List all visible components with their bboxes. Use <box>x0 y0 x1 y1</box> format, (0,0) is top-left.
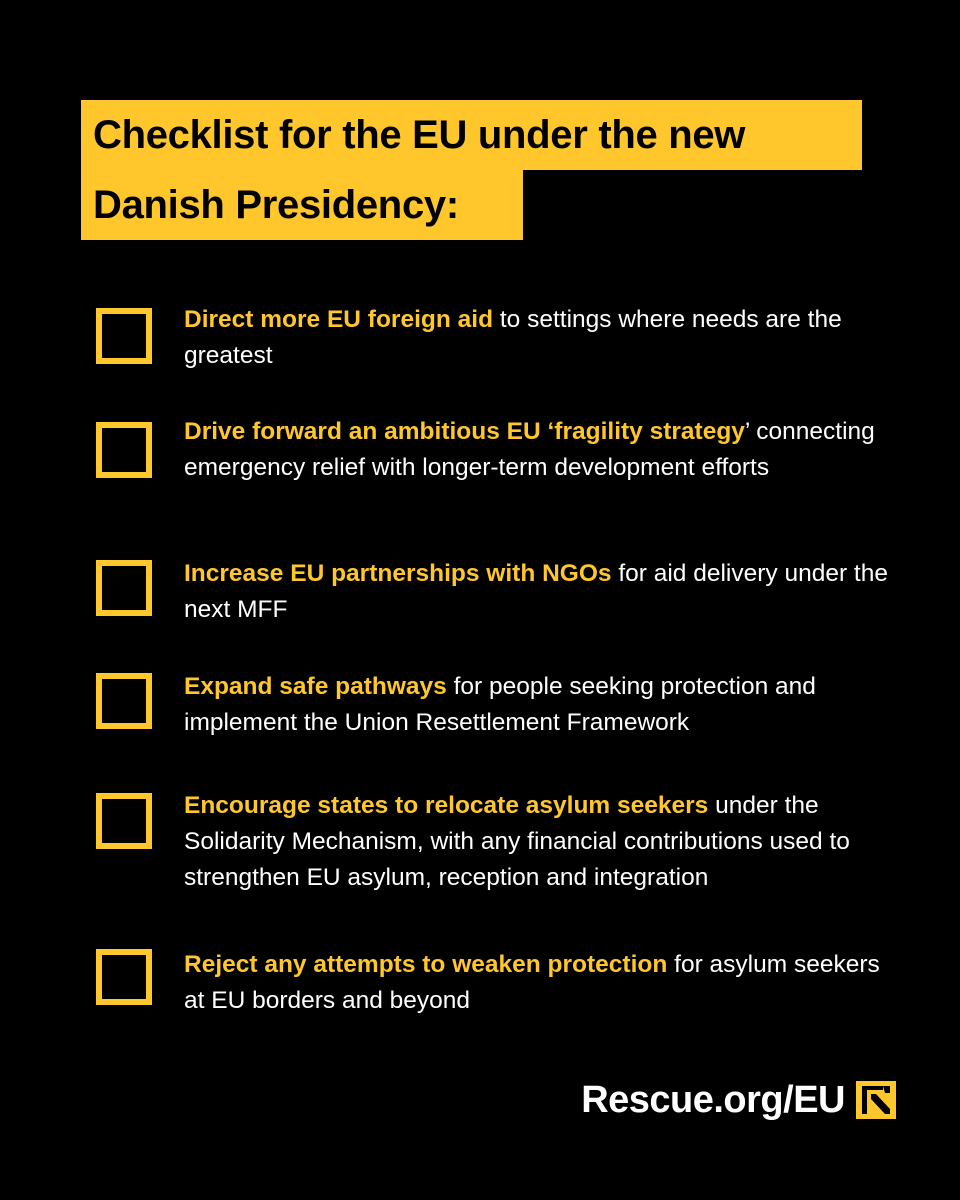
item-bold-text: Encourage states to relocate asylum seek… <box>184 792 709 819</box>
item-text: Increase EU partnerships with NGOs for a… <box>184 556 904 628</box>
item-text: Drive forward an ambitious EU ‘fragility… <box>184 414 904 486</box>
item-body-text: to settings where needs are the greatest <box>184 306 842 369</box>
item-body-text: ’ connecting emergency relief with longe… <box>184 418 875 481</box>
footer-url[interactable]: Rescue.org/EU <box>581 1079 845 1121</box>
checkbox[interactable] <box>96 308 152 364</box>
irc-logo-icon <box>856 1081 896 1119</box>
item-body-text: for people seeking protection and implem… <box>184 673 816 736</box>
item-bold-text: Expand safe pathways <box>184 673 447 700</box>
item-bold-text: Drive forward an ambitious EU ‘fragility… <box>184 418 745 445</box>
irc-logo-graphic <box>856 1081 896 1119</box>
item-text: Direct more EU foreign aid to settings w… <box>184 302 904 374</box>
checkbox[interactable] <box>96 673 152 729</box>
item-text: Reject any attempts to weaken protection… <box>184 947 904 1019</box>
checkbox[interactable] <box>96 949 152 1005</box>
item-body-text: for aid delivery under the next MFF <box>184 560 888 623</box>
title-line-1: Checklist for the EU under the new <box>81 100 862 170</box>
item-text: Encourage states to relocate asylum seek… <box>184 788 904 896</box>
item-text: Expand safe pathways for people seeking … <box>184 669 904 741</box>
item-bold-text: Increase EU partnerships with NGOs <box>184 560 612 587</box>
title-line-2: Danish Presidency: <box>81 170 523 240</box>
item-bold-text: Reject any attempts to weaken protection <box>184 951 668 978</box>
title-text-1: Checklist for the EU under the new <box>93 113 746 157</box>
checkbox[interactable] <box>96 560 152 616</box>
item-body-text: under the Solidarity Mechanism, with any… <box>184 792 850 891</box>
checkbox[interactable] <box>96 422 152 478</box>
item-bold-text: Direct more EU foreign aid <box>184 306 494 333</box>
title-text-2: Danish Presidency: <box>93 183 459 227</box>
item-body-text: for asylum seekers at EU borders and bey… <box>184 951 880 1014</box>
checkbox[interactable] <box>96 793 152 849</box>
